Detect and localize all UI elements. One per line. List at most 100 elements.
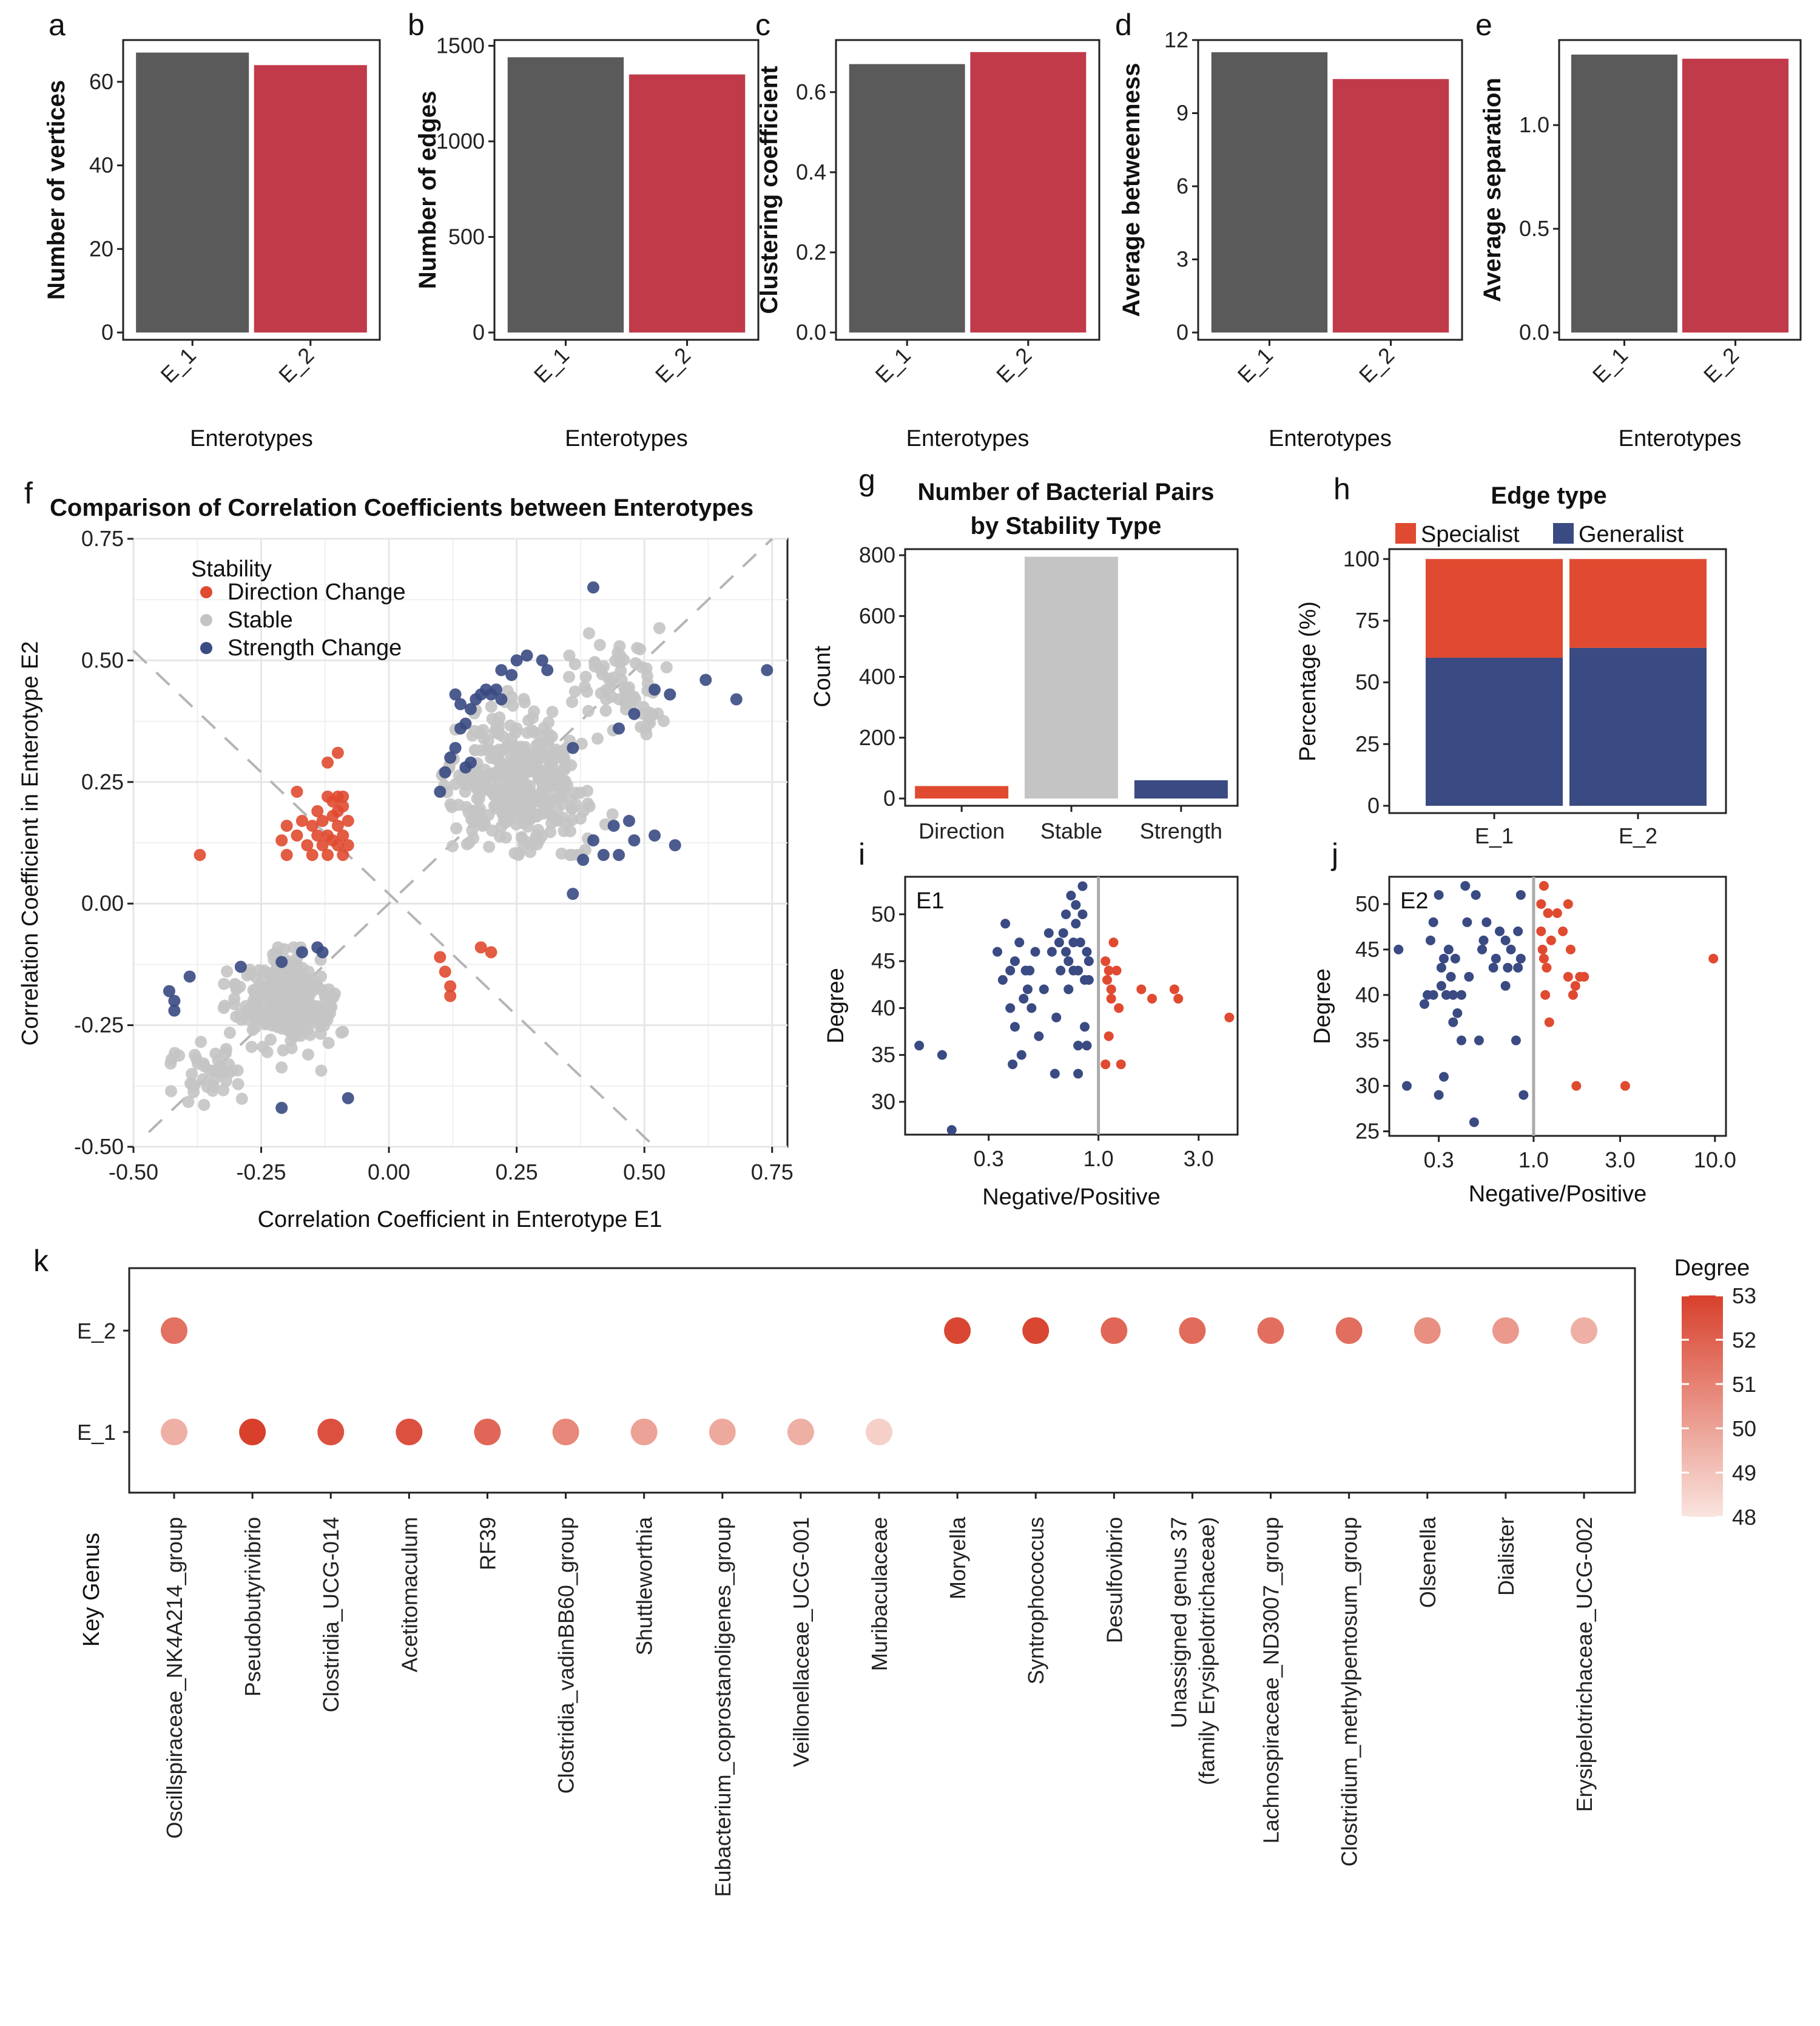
degree-dot <box>1257 1317 1284 1344</box>
point-direction-change <box>291 785 303 798</box>
y-tick-label: 0 <box>883 786 895 811</box>
point-stable <box>593 639 606 652</box>
point-positive <box>1114 1003 1124 1013</box>
point-strength-change <box>295 946 308 959</box>
point-stable <box>488 799 500 812</box>
x-axis-label: Enterotypes <box>190 426 313 451</box>
point-stable <box>258 964 271 977</box>
degree-dot <box>239 1419 266 1445</box>
x-tick-label: E_1 <box>156 343 201 388</box>
point-negative <box>1030 947 1040 957</box>
point-stable <box>218 978 231 990</box>
y-tick-label: 25 <box>1355 731 1380 756</box>
bar-E_2 <box>970 52 1087 333</box>
bar-specialist-E_1 <box>1426 559 1563 658</box>
point-positive <box>1570 981 1580 991</box>
point-strength-change <box>342 1092 354 1104</box>
legend-swatch <box>200 614 212 626</box>
panel-letter-c: c <box>755 8 770 42</box>
point-strength-change <box>649 829 661 842</box>
y-tick-label: 12 <box>1164 27 1188 52</box>
point-negative <box>946 1125 957 1135</box>
plot-frame <box>904 876 1239 1136</box>
point-positive <box>1571 1081 1582 1091</box>
y-tick-label: 50 <box>871 902 895 927</box>
point-positive <box>1620 1081 1630 1091</box>
point-negative <box>1503 962 1513 973</box>
column-label: Moryella <box>945 1516 970 1599</box>
point-strength-change <box>628 707 641 720</box>
point-direction-change <box>295 814 308 827</box>
point-direction-change <box>194 849 206 862</box>
point-stable <box>518 696 531 709</box>
y-tick-label: 40 <box>871 995 895 1020</box>
point-negative <box>1500 935 1511 945</box>
legend-swatch <box>200 586 212 598</box>
panel-b-edges: 0 500 1000 1500 E_1 E_2 Enterotypes Number of e… <box>414 33 760 451</box>
point-stable <box>250 971 263 984</box>
x-tick-label: 0.3 <box>1424 1147 1454 1172</box>
point-strength-change <box>607 819 620 832</box>
point-negative <box>1438 1072 1449 1082</box>
y-tick-label: 50 <box>1355 670 1380 695</box>
point-direction-change <box>444 990 457 1002</box>
point-stable <box>528 705 541 718</box>
point-positive <box>1708 953 1719 964</box>
point-stable <box>245 1001 258 1014</box>
point-negative <box>914 1041 925 1051</box>
column-label: Lachnospiraceae_ND3007_group <box>1259 1517 1284 1843</box>
point-direction-change <box>485 946 497 959</box>
point-positive <box>1173 993 1184 1004</box>
y-axis-label: Count <box>810 646 835 707</box>
point-direction-change <box>306 819 318 832</box>
point-stable <box>257 1041 269 1053</box>
point-negative <box>1066 890 1076 900</box>
point-stable <box>292 968 305 981</box>
point-stable <box>223 1027 236 1039</box>
y-tick-label: 40 <box>89 153 113 178</box>
point-stable <box>641 670 653 683</box>
point-stable <box>302 965 315 978</box>
point-stable <box>459 778 472 791</box>
legend-swatch <box>200 642 212 654</box>
y-tick-label: 35 <box>871 1042 895 1067</box>
legend-label: Stable <box>228 607 293 633</box>
y-tick-label: 100 <box>1343 546 1380 571</box>
y-tick-label: 0.50 <box>81 647 124 672</box>
point-stable <box>220 1042 232 1055</box>
point-stable <box>479 817 491 830</box>
point-stable <box>234 1007 247 1020</box>
x-tick-label: E_1 <box>1588 343 1633 388</box>
point-positive <box>1539 880 1549 891</box>
y-axis-label: Degree <box>1310 968 1335 1044</box>
point-positive <box>1100 956 1111 967</box>
legend-label: Specialist <box>1421 522 1520 547</box>
point-negative <box>1394 944 1404 954</box>
point-stable <box>653 622 666 635</box>
point-negative <box>1469 1117 1479 1127</box>
legend-swatch <box>1395 523 1416 544</box>
point-strength-change <box>234 961 247 973</box>
point-positive <box>1136 984 1147 994</box>
point-stable <box>606 808 619 820</box>
point-negative <box>1513 962 1523 973</box>
point-stable <box>509 726 522 739</box>
chart-title: Number of Bacterial Pairs <box>917 479 1214 505</box>
point-stable <box>164 1085 177 1098</box>
panel-letter-g: g <box>858 463 875 497</box>
point-direction-change <box>331 746 344 759</box>
y-axis-label: Degree <box>823 968 849 1044</box>
point-stable <box>499 831 512 844</box>
point-stable <box>267 999 280 1011</box>
panel-letter-a: a <box>49 8 66 42</box>
point-stable <box>549 768 562 781</box>
panel-g-stability-bars: 0 200 400 600 800 Direction Stable Strength Coun… <box>810 479 1239 843</box>
x-tick-label: Strength <box>1140 819 1222 843</box>
point-stable <box>568 685 581 698</box>
x-tick-label: E_2 <box>650 343 695 388</box>
x-tick-label: 0.00 <box>368 1160 410 1184</box>
column-label: Erysipelotrichaceae_UCG-002 <box>1572 1517 1597 1812</box>
colorbar-label: 50 <box>1732 1416 1756 1441</box>
point-negative <box>1464 971 1474 982</box>
point-negative <box>1050 1069 1060 1079</box>
